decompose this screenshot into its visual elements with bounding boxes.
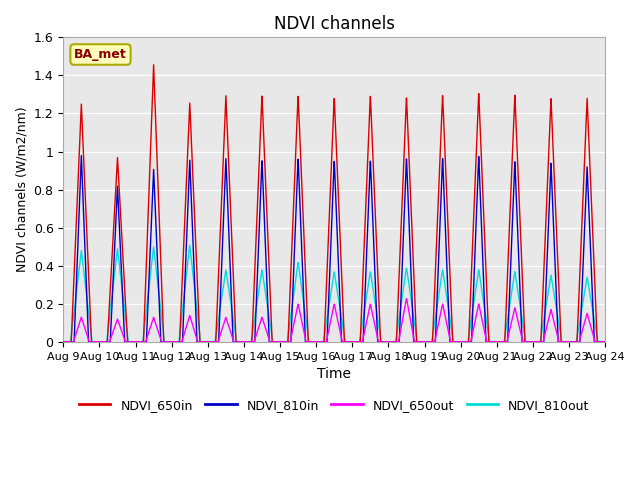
Legend: NDVI_650in, NDVI_810in, NDVI_650out, NDVI_810out: NDVI_650in, NDVI_810in, NDVI_650out, NDV…: [74, 394, 594, 417]
Text: BA_met: BA_met: [74, 48, 127, 61]
X-axis label: Time: Time: [317, 367, 351, 381]
Title: NDVI channels: NDVI channels: [274, 15, 395, 33]
Y-axis label: NDVI channels (W/m2/nm): NDVI channels (W/m2/nm): [15, 107, 28, 273]
